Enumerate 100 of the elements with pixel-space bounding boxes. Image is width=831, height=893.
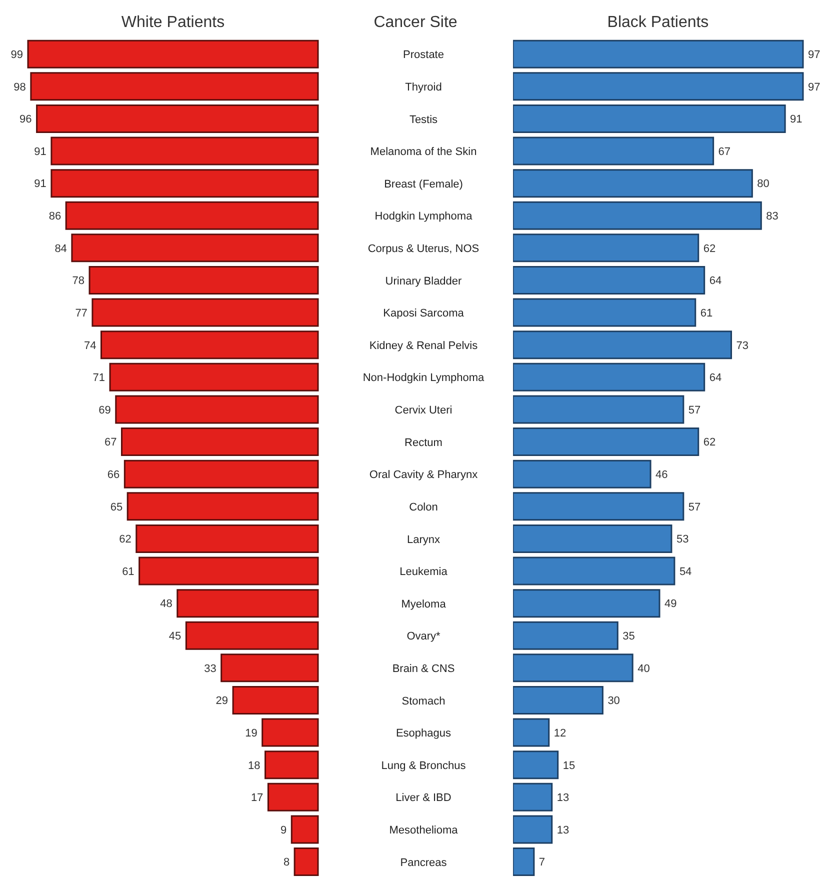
bar xyxy=(36,104,319,133)
data-label: 99 xyxy=(10,48,23,61)
bar xyxy=(513,40,804,68)
data-label: 96 xyxy=(20,114,32,126)
bar xyxy=(513,750,559,780)
bar xyxy=(513,330,732,360)
data-label: 66 xyxy=(107,468,120,481)
data-label: 98 xyxy=(14,81,26,94)
data-label: 91 xyxy=(34,146,46,158)
data-label: 62 xyxy=(703,242,716,255)
data-label: 17 xyxy=(250,792,264,804)
bar xyxy=(513,524,672,553)
y-tick-label: Ovary* xyxy=(406,630,442,643)
y-tick-label: Brain & CNS xyxy=(392,663,455,675)
bar xyxy=(513,654,634,682)
data-label: 19 xyxy=(245,727,258,740)
bar xyxy=(513,169,753,198)
bar xyxy=(513,104,786,133)
data-label: 48 xyxy=(160,598,172,610)
bar xyxy=(513,136,714,166)
bar xyxy=(185,621,319,650)
y-tick-label: Pancreas xyxy=(400,856,448,869)
data-label: 77 xyxy=(75,307,88,320)
data-label: 83 xyxy=(766,210,778,223)
data-label: 67 xyxy=(718,146,731,158)
y-tick-label: Non-Hodgkin Lymphoma xyxy=(362,372,486,384)
bar xyxy=(513,362,706,392)
bar xyxy=(220,654,319,682)
y-tick-label: Kidney & Renal Pelvis xyxy=(369,340,478,352)
data-label: 97 xyxy=(808,48,820,61)
bar xyxy=(513,72,804,101)
bar xyxy=(136,524,319,553)
data-label: 7 xyxy=(538,856,546,869)
data-label: 15 xyxy=(562,760,576,772)
y-tick-label: Myeloma xyxy=(401,598,447,610)
data-label: 33 xyxy=(204,662,216,675)
bar xyxy=(513,298,696,327)
data-label: 13 xyxy=(556,824,570,836)
y-tick-label: Leukemia xyxy=(400,566,448,578)
y-tick-label: Prostate xyxy=(403,49,444,62)
data-label: 53 xyxy=(676,534,689,546)
bar xyxy=(513,492,684,521)
y-tick-label: Colon xyxy=(409,501,438,514)
bar xyxy=(513,460,652,488)
data-label: 30 xyxy=(608,695,620,708)
bar xyxy=(513,428,700,456)
data-label: 8 xyxy=(283,856,290,869)
bar xyxy=(88,266,319,294)
bar xyxy=(50,169,319,198)
y-tick-label: Rectum xyxy=(404,436,442,449)
y-tick-label: Stomach xyxy=(402,695,446,708)
chart-title: Black Patients xyxy=(606,14,710,32)
data-label: 40 xyxy=(638,662,650,675)
bar xyxy=(513,815,553,844)
data-label: 64 xyxy=(709,275,722,288)
data-label: 61 xyxy=(122,566,134,578)
data-label: 9 xyxy=(280,824,287,836)
data-label: 57 xyxy=(688,501,701,514)
bar xyxy=(71,234,319,262)
bar xyxy=(290,815,319,844)
bar xyxy=(176,589,319,618)
bar xyxy=(513,556,676,586)
bar xyxy=(267,782,319,812)
data-label: 91 xyxy=(34,178,46,190)
y-tick-label: Mesothelioma xyxy=(389,824,459,837)
y-tick-label: Breast (Female) xyxy=(384,178,463,190)
data-label: 61 xyxy=(700,307,713,320)
y-tick-label: Corpus & Uterus, NOS xyxy=(368,243,480,255)
bar xyxy=(65,201,319,230)
data-label: 13 xyxy=(556,792,570,804)
data-label: 18 xyxy=(248,760,260,772)
bar xyxy=(513,621,618,650)
data-label: 65 xyxy=(110,501,123,514)
y-tick-label: Melanoma of the Skin xyxy=(370,146,477,158)
bar xyxy=(262,718,319,747)
bar xyxy=(513,395,684,424)
data-label: 74 xyxy=(84,340,96,352)
bar xyxy=(138,556,319,586)
y-tick-label: Urinary Bladder xyxy=(385,275,462,288)
bar xyxy=(232,686,319,714)
bar xyxy=(109,362,319,392)
data-label: 46 xyxy=(656,468,668,481)
data-label: 67 xyxy=(104,436,117,449)
data-label: 62 xyxy=(119,534,132,546)
bar xyxy=(513,201,762,230)
bar xyxy=(513,234,700,262)
bar xyxy=(100,330,319,360)
data-label: 35 xyxy=(622,630,635,643)
data-label: 80 xyxy=(757,178,770,190)
bar xyxy=(513,848,535,876)
bar xyxy=(115,395,319,424)
data-label: 86 xyxy=(48,210,62,223)
data-label: 62 xyxy=(703,436,716,449)
y-tick-label: Lung & Bronchus xyxy=(381,760,466,772)
bar xyxy=(92,298,319,327)
y-tick-label: Oral Cavity & Pharynx xyxy=(369,469,478,482)
y-tick-label: Esophagus xyxy=(396,728,452,740)
data-label: 91 xyxy=(790,114,802,126)
y-tick-label: Kaposi Sarcoma xyxy=(383,308,465,320)
bar xyxy=(264,750,319,780)
